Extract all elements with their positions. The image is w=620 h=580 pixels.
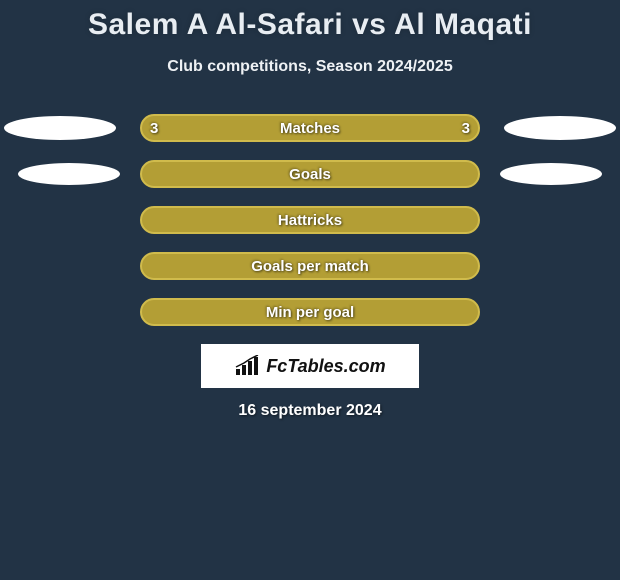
side-ellipse [18, 163, 120, 185]
stat-label: Hattricks [278, 212, 342, 229]
stat-row: Hattricks [0, 206, 620, 234]
stat-value-right: 3 [462, 120, 470, 137]
stat-pill: Matches [140, 114, 480, 142]
stat-pill: Goals [140, 160, 480, 188]
stat-label: Matches [280, 120, 340, 137]
stat-bars: Matches 3 3 Goals Hattricks Goals per match Mi… [0, 114, 620, 326]
side-ellipse [504, 116, 616, 140]
stat-value-left: 3 [150, 120, 158, 137]
stat-label: Goals [289, 166, 331, 183]
stat-row: Min per goal [0, 298, 620, 326]
logo-text: FcTables.com [266, 356, 385, 377]
stat-pill: Min per goal [140, 298, 480, 326]
stat-row: Matches 3 3 [0, 114, 620, 142]
stat-row: Goals [0, 160, 620, 188]
stat-row: Goals per match [0, 252, 620, 280]
side-ellipse [4, 116, 116, 140]
page-title: Salem A Al-Safari vs Al Maqati [0, 0, 620, 42]
stat-pill: Goals per match [140, 252, 480, 280]
stat-label: Goals per match [251, 258, 369, 275]
side-ellipse [500, 163, 602, 185]
logo-box: FcTables.com [201, 344, 419, 388]
stat-pill: Hattricks [140, 206, 480, 234]
chart-icon [234, 355, 262, 377]
subtitle: Club competitions, Season 2024/2025 [0, 58, 620, 76]
date-label: 16 september 2024 [0, 402, 620, 420]
comparison-infographic: Salem A Al-Safari vs Al Maqati Club comp… [0, 0, 620, 580]
stat-label: Min per goal [266, 304, 354, 321]
